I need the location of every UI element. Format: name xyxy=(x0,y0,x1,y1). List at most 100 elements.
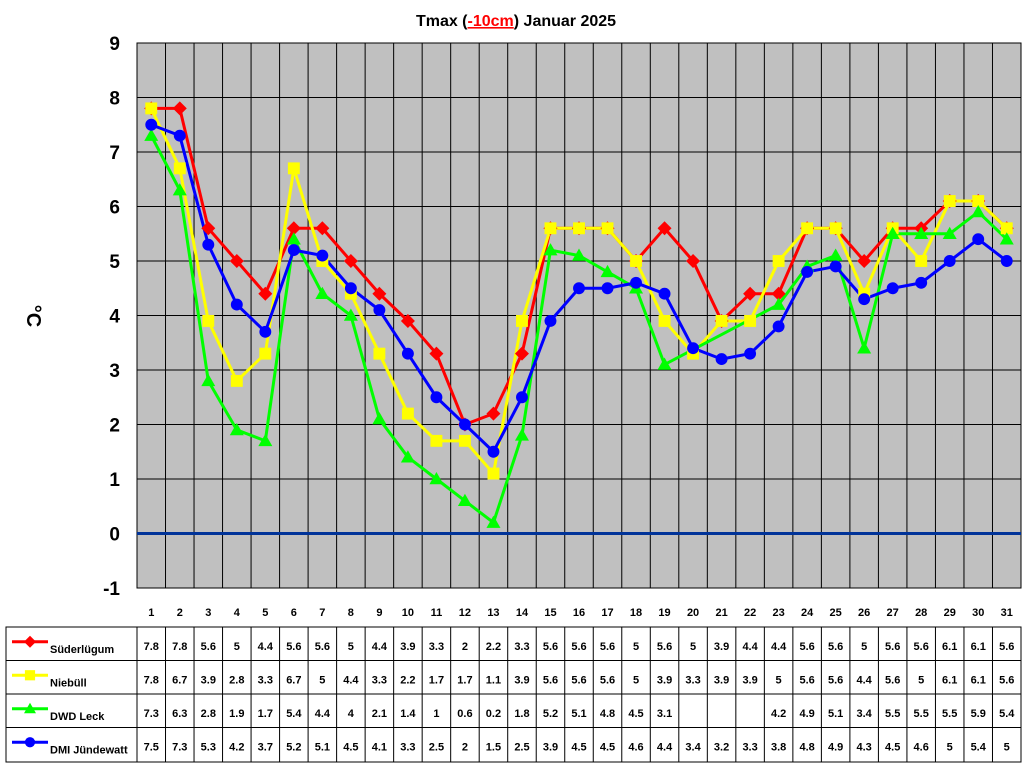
y-axis-label: °C xyxy=(22,305,44,327)
table-cell: 3.9 xyxy=(543,741,558,753)
table-cell: 2.8 xyxy=(201,708,216,720)
table-cell: 4.5 xyxy=(628,708,643,720)
point-dmi-j-ndewatt xyxy=(230,298,243,311)
legend-key-marker-nieb-ll xyxy=(24,670,36,681)
legend-label-s-derl-gum: Süderlügum xyxy=(50,644,114,656)
series-line-dwd-leck xyxy=(149,134,1008,526)
table-cell: 3.7 xyxy=(258,741,273,753)
table-cell: 3.3 xyxy=(372,674,387,686)
point-dwd-leck xyxy=(771,297,786,310)
point-dmi-j-ndewatt xyxy=(744,347,757,360)
x-tick-label: 27 xyxy=(887,607,899,619)
point-dmi-j-ndewatt xyxy=(858,293,871,306)
y-tick-label: 7 xyxy=(109,143,120,164)
x-tick-label: 16 xyxy=(573,607,585,619)
table-cell: 5 xyxy=(319,674,325,686)
point-nieb-ll xyxy=(287,162,300,175)
point-dmi-j-ndewatt xyxy=(173,129,186,142)
table-cell: 1.7 xyxy=(457,674,472,686)
y-tick-label: -1 xyxy=(103,579,120,600)
y-tick-label: 1 xyxy=(109,470,120,491)
table-cell: 4.5 xyxy=(600,741,615,753)
point-s-derl-gum xyxy=(400,313,415,328)
point-dwd-leck xyxy=(144,128,159,141)
table-cell: 5 xyxy=(234,641,240,653)
x-tick-label: 1 xyxy=(148,607,154,619)
y-tick-label: 6 xyxy=(109,198,120,219)
point-nieb-ll xyxy=(373,347,386,360)
point-dwd-leck xyxy=(971,204,986,218)
y-tick-label: 5 xyxy=(109,252,120,273)
table-cell: 3.3 xyxy=(685,674,700,686)
point-dmi-j-ndewatt xyxy=(630,276,642,289)
table-cell: 1 xyxy=(433,708,439,720)
table-cell: 3.3 xyxy=(514,641,529,653)
table-cell: 2 xyxy=(462,741,468,753)
point-dmi-j-ndewatt xyxy=(458,418,471,431)
table-cell: 6.1 xyxy=(942,674,957,686)
point-dmi-j-ndewatt xyxy=(316,249,329,262)
table-cell: 1.1 xyxy=(486,674,501,686)
point-nieb-ll xyxy=(915,255,928,267)
table-cell: 3.2 xyxy=(714,741,729,753)
table-cell: 6.1 xyxy=(971,674,986,686)
point-nieb-ll xyxy=(573,222,585,235)
x-tick-label: 22 xyxy=(744,607,756,619)
table-cell: 4.2 xyxy=(229,741,244,753)
point-dmi-j-ndewatt xyxy=(772,320,785,333)
table-cell: 3.9 xyxy=(657,674,672,686)
point-dmi-j-ndewatt xyxy=(915,276,928,289)
table-cell: 5.6 xyxy=(201,641,216,653)
table-cell: 4.3 xyxy=(857,741,872,753)
table-cell: 3.8 xyxy=(771,741,786,753)
table-cell: 5 xyxy=(633,674,639,686)
point-dmi-j-ndewatt xyxy=(601,282,614,295)
point-nieb-ll xyxy=(744,315,757,327)
table-cell: 5.6 xyxy=(999,641,1014,653)
point-nieb-ll xyxy=(401,407,414,420)
point-s-derl-gum xyxy=(258,286,273,301)
point-s-derl-gum xyxy=(743,286,758,301)
table-cell: 7.5 xyxy=(144,741,159,753)
point-dmi-j-ndewatt xyxy=(658,287,671,300)
point-dwd-leck xyxy=(201,373,216,387)
table-cell: 5.6 xyxy=(543,641,558,653)
table-cell: 4.8 xyxy=(600,708,615,720)
y-tick-label: 9 xyxy=(109,34,120,55)
point-s-derl-gum xyxy=(286,221,301,236)
table-cell: 5.4 xyxy=(286,708,302,720)
table-cell: 1.4 xyxy=(400,708,416,720)
table-cell: 0.2 xyxy=(486,708,501,720)
table-cell: 6.3 xyxy=(172,708,187,720)
legend-label-nieb-ll: Niebüll xyxy=(50,677,87,689)
point-nieb-ll xyxy=(173,162,186,175)
table-cell: 2.1 xyxy=(372,708,387,720)
point-dmi-j-ndewatt xyxy=(287,244,300,257)
point-s-derl-gum xyxy=(372,286,387,301)
table-cell: 3.9 xyxy=(400,641,415,653)
table-cell: 6.7 xyxy=(286,674,301,686)
table-cell: 4.4 xyxy=(343,674,359,686)
point-dwd-leck xyxy=(657,357,672,370)
table-cell: 5.5 xyxy=(914,708,929,720)
table-cell: 2.5 xyxy=(429,741,444,753)
table-cell: 5.6 xyxy=(799,641,814,653)
point-dwd-leck xyxy=(315,286,330,299)
table-cell: 5.1 xyxy=(315,741,330,753)
y-tick-label: 3 xyxy=(109,361,120,382)
table-cell: 4.1 xyxy=(372,741,387,753)
table-cell: 4.4 xyxy=(372,641,388,653)
x-tick-label: 26 xyxy=(858,607,870,619)
table-cell: 4.5 xyxy=(343,741,358,753)
table-cell: 2.2 xyxy=(400,674,415,686)
table-cell: 5 xyxy=(861,641,867,653)
x-tick-label: 30 xyxy=(972,607,984,619)
table-cell: 4.4 xyxy=(742,641,758,653)
table-cell: 5.5 xyxy=(942,708,957,720)
point-dmi-j-ndewatt xyxy=(687,342,700,355)
point-s-derl-gum xyxy=(486,406,501,421)
x-tick-label: 11 xyxy=(431,607,443,619)
x-tick-label: 6 xyxy=(291,607,297,619)
table-cell: 5.6 xyxy=(286,641,301,653)
point-s-derl-gum xyxy=(686,254,701,268)
